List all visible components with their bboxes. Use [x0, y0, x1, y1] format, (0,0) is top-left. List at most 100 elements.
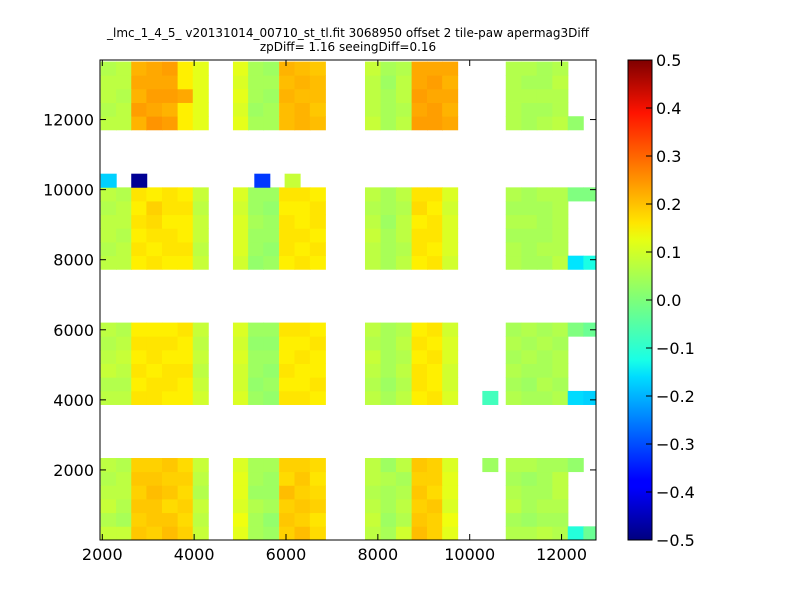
heatmap-cell [426, 390, 443, 405]
heatmap-cell [248, 255, 265, 270]
heatmap-cell [100, 458, 117, 473]
heatmap-cell [567, 458, 584, 473]
heatmap-cell [411, 363, 428, 378]
heatmap-cell [192, 526, 209, 541]
heatmap-cell [364, 75, 381, 90]
heatmap-cell [411, 88, 428, 103]
heatmap-cell [536, 242, 553, 257]
heatmap-cell [294, 201, 311, 216]
heatmap-cell [395, 116, 412, 131]
heatmap-cell [364, 228, 381, 243]
heatmap-cell [279, 471, 296, 486]
heatmap-cell [505, 75, 522, 90]
heatmap-cell [177, 471, 194, 486]
plot-frame [99, 59, 597, 541]
heatmap-cell [116, 102, 133, 117]
heatmap-cell [248, 485, 265, 500]
heatmap-cell [279, 187, 296, 202]
heatmap-cell [100, 228, 117, 243]
colorbar-tick-label: 0.4 [656, 99, 681, 118]
heatmap-cell [248, 201, 265, 216]
heatmap-cell [536, 187, 553, 202]
heatmap-cell [567, 390, 584, 405]
heatmap-cell [521, 349, 538, 364]
heatmap-cell [380, 322, 397, 337]
heatmap-cell [426, 512, 443, 527]
heatmap-cell [263, 75, 280, 90]
heatmap-cell [364, 512, 381, 527]
heatmap-cell [309, 349, 326, 364]
heatmap-cell [232, 61, 249, 76]
heatmap-cell [505, 228, 522, 243]
heatmap-cell [364, 458, 381, 473]
heatmap-cell [364, 201, 381, 216]
heatmap-cell [131, 242, 148, 257]
heatmap-cell [100, 377, 117, 392]
heatmap-cell [309, 390, 326, 405]
heatmap-cell [279, 242, 296, 257]
heatmap-cell [177, 526, 194, 541]
heatmap-cell [177, 336, 194, 351]
heatmap-cell [294, 336, 311, 351]
heatmap-cell [294, 242, 311, 257]
heatmap-cell [521, 458, 538, 473]
heatmap-cell [309, 61, 326, 76]
heatmap-cell [131, 116, 148, 131]
heatmap-cell [442, 255, 459, 270]
heatmap-cell [426, 349, 443, 364]
heatmap-cell [583, 526, 597, 541]
heatmap-cell [505, 242, 522, 257]
heatmap-cell [536, 102, 553, 117]
heatmap-cell [552, 255, 569, 270]
heatmap-cell [162, 201, 179, 216]
heatmap-cell [426, 458, 443, 473]
heatmap-cell [426, 255, 443, 270]
heatmap-cell [177, 349, 194, 364]
heatmap-cell [162, 526, 179, 541]
heatmap-cell [248, 471, 265, 486]
heatmap-cell [505, 458, 522, 473]
heatmap-cell [552, 336, 569, 351]
heatmap-cell [505, 336, 522, 351]
heatmap-cell [552, 322, 569, 337]
heatmap-cell [395, 61, 412, 76]
heatmap-cell [364, 526, 381, 541]
heatmap-cell [248, 458, 265, 473]
heatmap-cell [426, 363, 443, 378]
heatmap-cell [100, 75, 117, 90]
x-tick-label: 6000 [266, 545, 307, 564]
heatmap-cell [162, 458, 179, 473]
heatmap-cell [177, 88, 194, 103]
heatmap-cell [521, 363, 538, 378]
y-tick-label: 10000 [43, 181, 94, 200]
heatmap-cell [248, 512, 265, 527]
heatmap-cell [263, 214, 280, 229]
heatmap-cell [263, 377, 280, 392]
heatmap-cell [131, 377, 148, 392]
heatmap-cell [116, 526, 133, 541]
heatmap-cell [309, 255, 326, 270]
heatmap-cell [505, 187, 522, 202]
heatmap-cell [294, 116, 311, 131]
heatmap-cell [442, 116, 459, 131]
heatmap-cell [567, 255, 584, 270]
heatmap-cell [442, 526, 459, 541]
heatmap-cell [248, 499, 265, 514]
heatmap-cell [177, 102, 194, 117]
heatmap-cell [505, 214, 522, 229]
heatmap-cell [552, 214, 569, 229]
heatmap-cell [411, 336, 428, 351]
heatmap-cell [505, 102, 522, 117]
heatmap-cell [411, 102, 428, 117]
heatmap-cell [552, 458, 569, 473]
heatmap-cell [177, 390, 194, 405]
heatmap-cell [294, 322, 311, 337]
heatmap-cell [232, 214, 249, 229]
heatmap-cell [146, 255, 163, 270]
heatmap-cell [100, 242, 117, 257]
heatmap-cell [162, 242, 179, 257]
heatmap-cell [442, 75, 459, 90]
heatmap-cell [380, 471, 397, 486]
heatmap-cell [232, 390, 249, 405]
